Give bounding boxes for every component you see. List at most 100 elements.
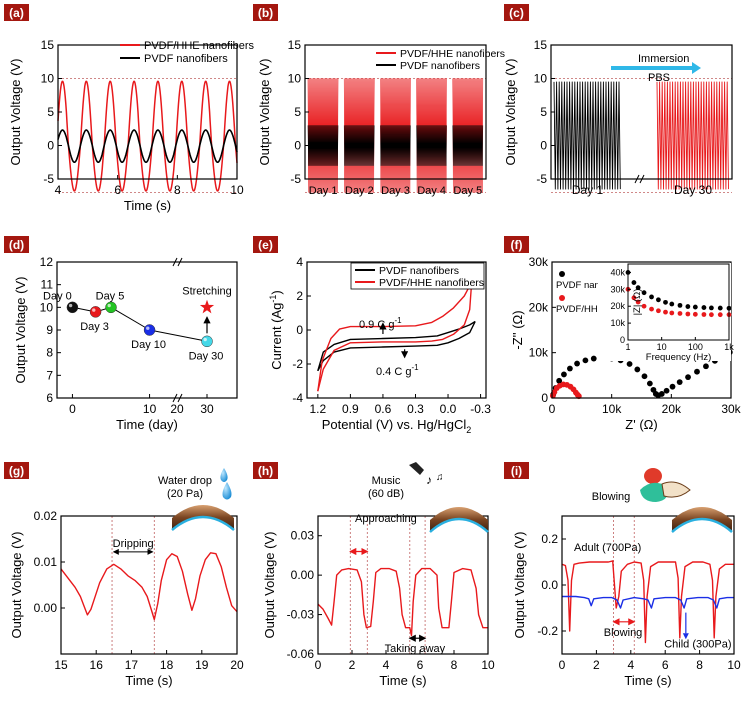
- nyquist-point-0: [685, 374, 691, 381]
- y-tick-label: 15: [41, 38, 55, 52]
- y-axis-label: Output Voltage (V): [13, 277, 28, 384]
- nyquist-point-0: [694, 368, 700, 375]
- bode-point-1: [677, 311, 683, 316]
- x-tick-label: 16: [90, 658, 104, 672]
- y-tick-label: 0: [296, 323, 303, 337]
- y-tick-label: -0.03: [287, 608, 315, 622]
- series-block-0: [343, 78, 375, 193]
- x-tick-label: 0.3: [407, 402, 424, 416]
- x-axis-label: Time (s): [125, 673, 172, 688]
- nyquist-point-0: [703, 363, 709, 370]
- axis-break: [172, 257, 183, 267]
- sensor-film-edge: [671, 517, 733, 533]
- x-tick-label: 4: [55, 183, 62, 197]
- nyquist-point-0: [590, 355, 597, 362]
- panel-label-a: (a): [4, 4, 29, 21]
- nyquist-point-0: [646, 380, 653, 387]
- bode-point-1: [656, 308, 661, 314]
- annotation-approaching: Approaching: [355, 513, 417, 525]
- panel-label-b: (b): [253, 4, 278, 21]
- series-block-0: [307, 78, 339, 193]
- panel-label-text: (b): [258, 6, 273, 20]
- inset-y-tick-label: 30k: [610, 284, 625, 294]
- x-tick-label: 19: [195, 658, 209, 672]
- plot-frame: [60, 515, 238, 655]
- annotation-blowing: Blowing: [604, 627, 643, 639]
- point-label: Day 10: [131, 339, 166, 351]
- bode-point-0: [641, 290, 647, 296]
- panel-label-d: (d): [4, 236, 29, 253]
- y-tick-label: 20k: [529, 300, 549, 314]
- legend-entry: PVDF/HHE nanofibers: [400, 48, 505, 60]
- y-tick-label: 0.2: [541, 532, 558, 546]
- series-block-1: [452, 125, 484, 166]
- x-tick-label: -0.3: [470, 402, 491, 416]
- y-tick-label: -5: [536, 172, 547, 186]
- panel-label-h: (h): [253, 462, 278, 479]
- annotation-taking-away: Taking away: [385, 643, 446, 655]
- x-tick-label: 4: [383, 658, 390, 672]
- y-tick-label: -5: [290, 172, 301, 186]
- x-tick-label: 6: [662, 658, 669, 672]
- annotation-charge-pvdf: 0.4 C g-1: [376, 363, 419, 378]
- bode-point-0: [663, 299, 668, 305]
- category-label: Day 30: [674, 183, 712, 197]
- y-tick-label: 5: [294, 105, 301, 119]
- series-block-1: [416, 125, 447, 166]
- inset-x-axis-label: Frequency (Hz): [646, 352, 711, 363]
- panel-label-text: (a): [9, 6, 24, 20]
- point-label: Day 3: [80, 321, 109, 333]
- signal-line-0: [561, 560, 734, 644]
- category-label: Day 1: [572, 183, 604, 197]
- chart-c: Day 1 Day 30 -5 0 5 10 15 Output Voltage (V) Imm…: [503, 38, 733, 197]
- data-point: [89, 306, 102, 318]
- panel-labels: (a) (b) (c) (d) (e) (f) (g) (h) (i): [4, 4, 529, 479]
- y-tick-label: 6: [46, 391, 53, 405]
- water-drop-icon: [220, 468, 228, 482]
- x-tick-label: 30: [200, 402, 214, 416]
- bode-point-0: [656, 297, 661, 303]
- bode-point-1: [641, 303, 647, 309]
- y-tick-label: 0.00: [291, 568, 315, 582]
- category-label: Day 5: [454, 185, 483, 197]
- chart-i: -0.2 0.0 0.2 0 2 4 6 8 10 Output Voltage (V) Time …: [512, 468, 741, 688]
- inset-frame: [627, 263, 730, 341]
- bode-point-0: [685, 304, 691, 309]
- panel-label-box: [504, 4, 529, 21]
- nyquist-point-0: [676, 379, 683, 386]
- annotation-sup: -1: [411, 363, 419, 372]
- panel-label-f: (f): [504, 236, 529, 253]
- series-line-0: [57, 80, 238, 192]
- point-label: Day 5: [96, 290, 125, 302]
- x-tick-label: 8: [174, 183, 181, 197]
- bode-point-1: [692, 311, 698, 317]
- bode-point-1: [717, 312, 723, 318]
- series-block-1: [380, 125, 411, 166]
- x-axis-label: Time (s): [379, 673, 426, 688]
- y-tick-label: 11: [41, 278, 54, 292]
- y-axis-label: -Z'' (Ω): [510, 310, 525, 349]
- x-tick-label: 4: [627, 658, 634, 672]
- x-tick-label: 0.9: [342, 402, 359, 416]
- x-axis-label: Potential (V) vs. Hg/HgCl2: [322, 417, 472, 435]
- cv-lower-1: [317, 278, 473, 392]
- category-label: Day 4: [417, 185, 446, 197]
- y-tick-label: 0: [540, 139, 547, 153]
- y-tick-label: 10: [40, 300, 54, 314]
- y-axis-label: Output Voltage (V): [8, 59, 23, 166]
- series-line-1: [57, 129, 238, 163]
- legend-entry: PVDF/HHE nanofibers: [379, 277, 484, 289]
- y-tick-label: -4: [292, 391, 303, 405]
- annotation-sup: -1: [394, 316, 402, 325]
- legend-entry: PVDF nanofibers: [144, 53, 228, 65]
- nyquist-point-0: [582, 357, 589, 364]
- y-axis-label-main: Current (Ag: [269, 303, 284, 370]
- x-tick-label: 10: [143, 402, 157, 416]
- x-axis-label-sub: 2: [466, 425, 471, 435]
- y-tick-label: 7: [46, 368, 53, 382]
- nyquist-point-0: [574, 360, 580, 367]
- sensor-film: [172, 505, 234, 530]
- x-axis-label: Time (s): [124, 198, 171, 213]
- annotation-pbs: PBS: [648, 72, 670, 84]
